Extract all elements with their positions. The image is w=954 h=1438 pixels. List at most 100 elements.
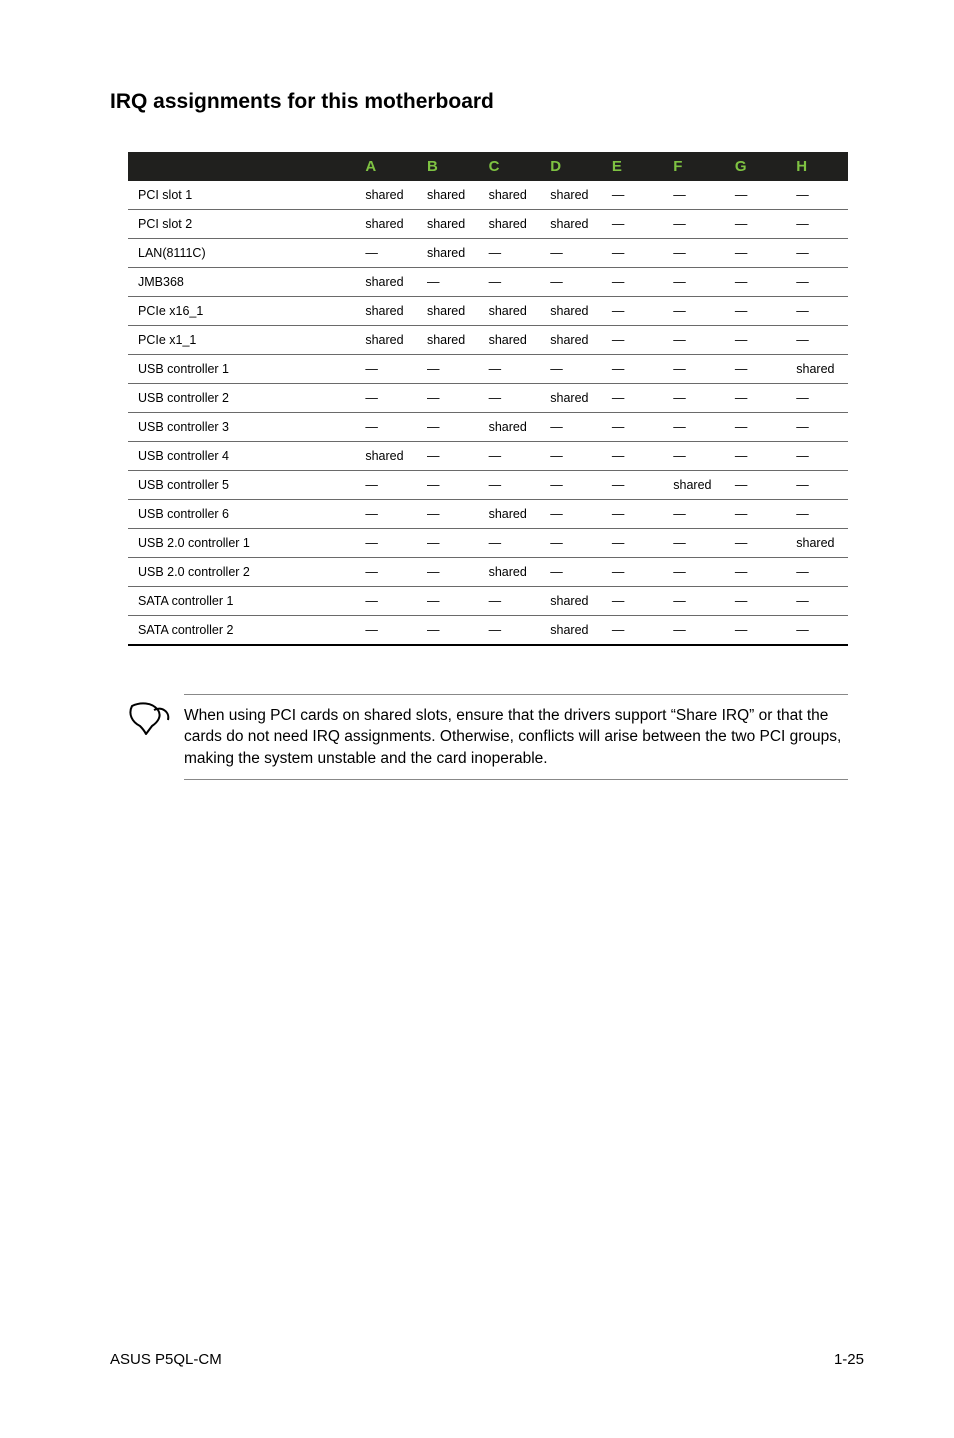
row-cell: — [602, 355, 663, 384]
row-cell: — [602, 181, 663, 210]
table-header-row: A B C D E F G H [128, 152, 848, 181]
row-cell: — [479, 529, 541, 558]
col-b: B [417, 152, 479, 181]
row-cell: — [602, 268, 663, 297]
row-cell: — [540, 500, 602, 529]
footer-left: ASUS P5QL-CM [110, 1351, 222, 1368]
table-row: JMB368shared——————— [128, 268, 848, 297]
table-row: USB controller 6——shared————— [128, 500, 848, 529]
table-row: PCI slot 2sharedsharedsharedshared———— [128, 210, 848, 239]
table-row: PCIe x16_1sharedsharedsharedshared———— [128, 297, 848, 326]
row-cell: shared [479, 210, 541, 239]
row-cell: — [663, 384, 725, 413]
row-cell: — [786, 181, 848, 210]
row-cell: — [663, 529, 725, 558]
row-cell: — [417, 616, 479, 646]
row-cell: shared [417, 297, 479, 326]
row-cell: — [540, 268, 602, 297]
row-cell: — [786, 442, 848, 471]
row-cell: shared [417, 326, 479, 355]
row-cell: — [663, 210, 725, 239]
row-cell: — [663, 355, 725, 384]
row-cell: shared [663, 471, 725, 500]
row-cell: shared [786, 529, 848, 558]
row-cell: shared [417, 239, 479, 268]
row-cell: shared [355, 181, 417, 210]
row-cell: — [725, 558, 786, 587]
row-cell: — [355, 355, 417, 384]
row-cell: — [786, 326, 848, 355]
row-cell: — [355, 413, 417, 442]
table-row: LAN(8111C)—shared—————— [128, 239, 848, 268]
col-blank [128, 152, 355, 181]
row-label: USB controller 4 [128, 442, 355, 471]
row-cell: — [602, 500, 663, 529]
row-cell: — [725, 297, 786, 326]
row-cell: — [355, 616, 417, 646]
row-cell: — [725, 210, 786, 239]
row-cell: — [417, 442, 479, 471]
row-cell: shared [417, 181, 479, 210]
col-a: A [355, 152, 417, 181]
row-cell: shared [540, 616, 602, 646]
row-label: USB controller 1 [128, 355, 355, 384]
row-cell: — [417, 500, 479, 529]
row-cell: — [786, 616, 848, 646]
row-cell: — [786, 268, 848, 297]
col-g: G [725, 152, 786, 181]
footer-right: 1-25 [834, 1351, 864, 1368]
row-cell: — [417, 413, 479, 442]
row-cell: — [355, 471, 417, 500]
row-cell: — [663, 442, 725, 471]
row-cell: — [540, 442, 602, 471]
row-cell: — [355, 529, 417, 558]
row-cell: — [725, 529, 786, 558]
row-cell: — [602, 529, 663, 558]
row-cell: — [725, 268, 786, 297]
row-cell: shared [417, 210, 479, 239]
row-cell: — [725, 500, 786, 529]
note-text: When using PCI cards on shared slots, en… [184, 694, 848, 780]
row-cell: — [786, 471, 848, 500]
row-cell: — [725, 181, 786, 210]
row-cell: shared [355, 326, 417, 355]
row-cell: — [540, 355, 602, 384]
table-row: SATA controller 1———shared———— [128, 587, 848, 616]
row-label: USB controller 5 [128, 471, 355, 500]
table-row: USB controller 2———shared———— [128, 384, 848, 413]
row-label: PCIe x16_1 [128, 297, 355, 326]
row-cell: — [725, 616, 786, 646]
row-cell: — [602, 297, 663, 326]
row-cell: — [786, 558, 848, 587]
row-cell: — [602, 413, 663, 442]
row-cell: shared [540, 587, 602, 616]
row-cell: shared [479, 558, 541, 587]
row-label: PCI slot 2 [128, 210, 355, 239]
row-label: SATA controller 1 [128, 587, 355, 616]
table-row: USB controller 5—————shared—— [128, 471, 848, 500]
row-cell: — [479, 471, 541, 500]
table-row: USB 2.0 controller 2——shared————— [128, 558, 848, 587]
row-cell: — [540, 239, 602, 268]
row-cell: — [355, 587, 417, 616]
row-label: USB 2.0 controller 1 [128, 529, 355, 558]
row-cell: — [786, 587, 848, 616]
row-cell: — [663, 558, 725, 587]
row-cell: — [479, 384, 541, 413]
row-cell: — [725, 239, 786, 268]
row-label: PCI slot 1 [128, 181, 355, 210]
col-e: E [602, 152, 663, 181]
row-cell: — [725, 355, 786, 384]
table-row: USB controller 3——shared————— [128, 413, 848, 442]
row-cell: — [602, 210, 663, 239]
row-cell: — [725, 471, 786, 500]
row-cell: — [663, 413, 725, 442]
row-cell: — [663, 326, 725, 355]
row-cell: — [602, 471, 663, 500]
row-label: USB controller 3 [128, 413, 355, 442]
row-cell: — [417, 384, 479, 413]
row-cell: — [602, 326, 663, 355]
row-cell: — [479, 355, 541, 384]
col-c: C [479, 152, 541, 181]
row-cell: — [540, 529, 602, 558]
